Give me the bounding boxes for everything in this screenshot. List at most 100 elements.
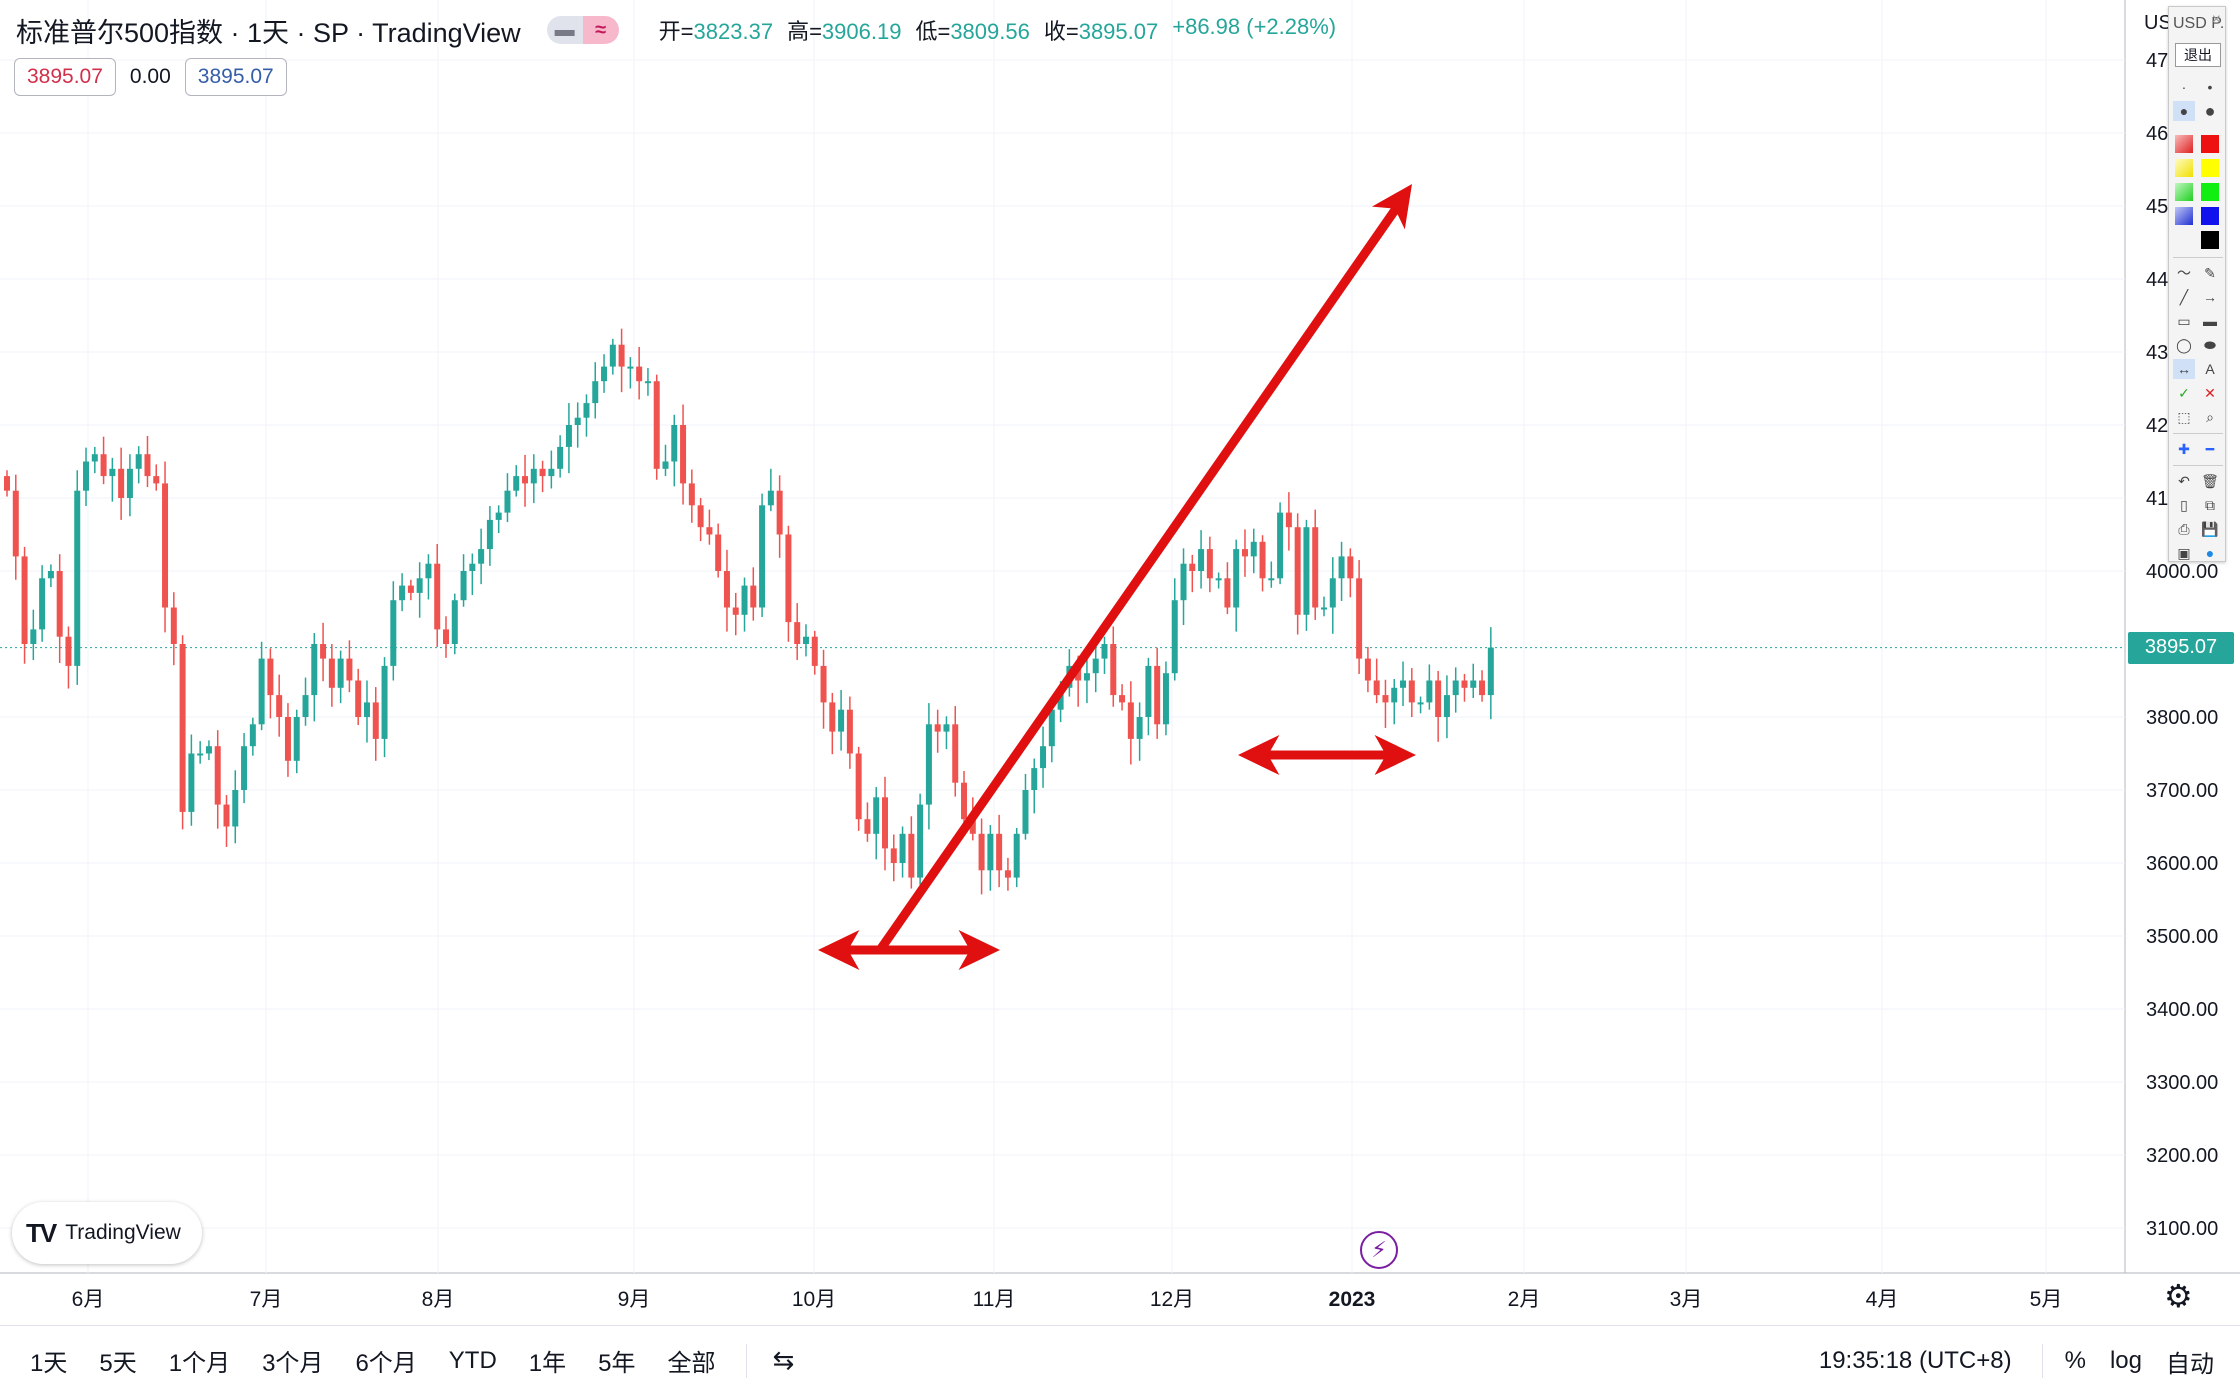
candle bbox=[153, 464, 160, 491]
plus-icon[interactable]: ✚ bbox=[2178, 440, 2190, 457]
time-tick-label: 11月 bbox=[973, 1288, 1016, 1311]
auto-scale-toggle[interactable]: 自动 bbox=[2166, 1350, 2214, 1378]
symbol-title[interactable]: 标准普尔500指数 · 1天 · SP · TradingView bbox=[16, 17, 521, 48]
dot-small-icon[interactable]: · bbox=[2181, 79, 2187, 95]
range-1y-button[interactable]: 1年 bbox=[528, 1350, 567, 1377]
arrow-head bbox=[958, 929, 1000, 971]
buy-price-box[interactable]: 3895.07 bbox=[184, 58, 287, 96]
color-swatch-light-green[interactable] bbox=[2175, 183, 2193, 201]
candle bbox=[706, 509, 713, 545]
color-swatch-light-yellow[interactable] bbox=[2175, 159, 2193, 177]
text-icon[interactable]: A bbox=[2205, 361, 2215, 377]
double-arrow-icon[interactable]: ↔ bbox=[2173, 359, 2195, 379]
trash-icon[interactable]: 🗑 bbox=[2201, 472, 2219, 489]
go-to-date-icon[interactable]: ⇆ bbox=[772, 1345, 795, 1375]
undo-icon[interactable]: ↶ bbox=[2178, 472, 2190, 489]
color-swatch-red[interactable] bbox=[2201, 135, 2219, 153]
candle bbox=[653, 374, 660, 480]
candle bbox=[680, 404, 687, 505]
annotation-drawings bbox=[818, 184, 1416, 971]
color-swatch-green[interactable] bbox=[2201, 183, 2219, 201]
minus-icon[interactable]: ━ bbox=[2205, 440, 2215, 457]
candle bbox=[12, 474, 19, 580]
tradingview-logo[interactable]: TV TradingView bbox=[12, 1202, 202, 1264]
candle bbox=[1452, 667, 1459, 713]
currency-label[interactable]: US bbox=[2144, 12, 2172, 34]
color-swatch-yellow[interactable] bbox=[2201, 159, 2219, 177]
candle bbox=[65, 626, 72, 689]
candle bbox=[1285, 492, 1292, 551]
range-1m-button[interactable]: 1个月 bbox=[168, 1350, 231, 1377]
indicator-icon[interactable]: ≈ bbox=[582, 16, 619, 44]
candle bbox=[258, 641, 265, 731]
lightning-icon[interactable]: ⚡ bbox=[1360, 1231, 1398, 1269]
range-1d-button[interactable]: 1天 bbox=[30, 1350, 68, 1377]
percent-toggle[interactable]: % bbox=[2064, 1347, 2086, 1374]
candle bbox=[443, 616, 449, 658]
sell-price-box[interactable]: 3895.07 bbox=[14, 58, 116, 96]
zoom-icon[interactable]: ⌕ bbox=[2206, 408, 2214, 425]
candle bbox=[74, 470, 81, 685]
price-tick-label: 3700.00 bbox=[2146, 780, 2218, 802]
range-5y-button[interactable]: 5年 bbox=[598, 1350, 636, 1377]
candle bbox=[284, 703, 291, 777]
range-5d-button[interactable]: 5天 bbox=[99, 1350, 137, 1377]
freehand-icon[interactable]: 〜 bbox=[2177, 265, 2191, 281]
arrow-icon[interactable]: → bbox=[2203, 289, 2217, 305]
candle bbox=[1241, 529, 1248, 577]
candle bbox=[118, 447, 125, 520]
line-icon[interactable]: ╱ bbox=[2179, 288, 2189, 305]
candle bbox=[1145, 657, 1152, 736]
color-swatch-light-blue[interactable] bbox=[2175, 207, 2193, 225]
copy-icon[interactable]: ⧉ bbox=[2205, 496, 2215, 513]
logo-text: TradingView bbox=[65, 1221, 181, 1244]
log-toggle[interactable]: log bbox=[2109, 1347, 2142, 1374]
candle bbox=[355, 668, 362, 726]
dot-xlarge-icon[interactable]: ● bbox=[2204, 100, 2216, 121]
collapse-icon[interactable]: ▬ bbox=[546, 16, 583, 44]
check-icon[interactable]: ✓ bbox=[2178, 384, 2190, 401]
dot-large-icon[interactable]: ● bbox=[2173, 101, 2195, 121]
dot-medium-icon[interactable]: • bbox=[2207, 79, 2213, 95]
candle bbox=[504, 473, 511, 523]
print-icon[interactable]: ⎙ bbox=[2178, 520, 2190, 537]
candle bbox=[214, 730, 221, 829]
toolbar-divider bbox=[2041, 1344, 2043, 1378]
palette-divider bbox=[2173, 433, 2223, 434]
color-swatch-light-red[interactable] bbox=[2175, 135, 2193, 153]
ellipse-icon[interactable]: ◯ bbox=[2176, 336, 2192, 353]
close-icon[interactable]: × bbox=[2211, 11, 2221, 28]
crop-icon[interactable]: ⬚ bbox=[2177, 408, 2191, 425]
image-icon[interactable]: ▣ bbox=[2177, 544, 2191, 561]
range-3m-button[interactable]: 3个月 bbox=[262, 1350, 324, 1377]
candle bbox=[302, 677, 309, 726]
new-page-icon[interactable]: ▯ bbox=[2180, 496, 2188, 513]
chart-grid bbox=[0, 0, 2240, 1274]
exit-button[interactable]: 退出 bbox=[2175, 43, 2221, 67]
filled-ellipse-icon[interactable]: ⬬ bbox=[2204, 336, 2216, 353]
help-icon[interactable]: ● bbox=[2205, 545, 2215, 561]
range-all-button[interactable]: 全部 bbox=[667, 1350, 716, 1377]
color-swatch-blue[interactable] bbox=[2201, 207, 2219, 225]
rectangle-icon[interactable]: ▭ bbox=[2177, 312, 2191, 329]
pen-icon[interactable]: ✎ bbox=[2204, 264, 2216, 281]
cross-icon[interactable]: ✕ bbox=[2204, 384, 2216, 401]
save-icon[interactable]: 💾 bbox=[2201, 520, 2219, 537]
palette-header: USD P. bbox=[2173, 15, 2225, 32]
range-6m-button[interactable]: 6个月 bbox=[355, 1350, 417, 1377]
legend-toggle[interactable]: ▬ ≈ bbox=[546, 15, 619, 45]
arrow-head bbox=[818, 929, 860, 971]
settings-gear-icon[interactable]: ⚙ bbox=[2164, 1278, 2193, 1314]
candle bbox=[56, 554, 63, 663]
candle bbox=[592, 362, 599, 419]
color-swatch-black[interactable] bbox=[2201, 231, 2219, 249]
candle bbox=[241, 733, 248, 804]
candle bbox=[1426, 664, 1433, 710]
candle bbox=[882, 776, 888, 871]
clock-timezone[interactable]: 19:35:18 (UTC+8) bbox=[1818, 1347, 2012, 1374]
candle bbox=[1435, 671, 1442, 742]
filled-rectangle-icon[interactable]: ▬ bbox=[2203, 313, 2217, 329]
range-ytd-button[interactable]: YTD bbox=[448, 1346, 497, 1374]
